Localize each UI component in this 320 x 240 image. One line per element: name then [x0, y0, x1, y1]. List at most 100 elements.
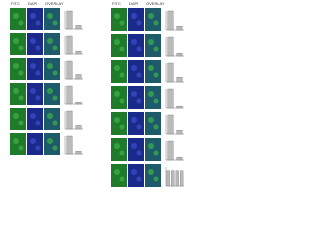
column-header: FITC	[11, 1, 20, 6]
bar	[167, 140, 174, 161]
micrograph	[145, 112, 161, 135]
cell	[13, 138, 19, 144]
cell	[136, 176, 142, 182]
figure: FITC DAPI OVERLAY FITC DAPI OVERLAY	[10, 1, 184, 187]
cell	[131, 143, 137, 149]
micrograph	[10, 133, 26, 155]
micrograph	[128, 8, 144, 31]
bar	[167, 114, 174, 135]
cell	[119, 72, 125, 78]
cell	[136, 72, 142, 78]
micrograph	[10, 108, 26, 130]
bar	[66, 10, 73, 30]
micrograph	[44, 33, 60, 55]
bar	[167, 36, 174, 57]
micrograph	[44, 83, 60, 105]
cell	[119, 98, 125, 104]
cell	[131, 169, 137, 175]
bar	[75, 51, 82, 55]
micrograph	[44, 58, 60, 80]
column-header: OVERLAY	[45, 1, 64, 6]
cell	[119, 150, 125, 156]
micrograph	[128, 86, 144, 109]
micrograph	[27, 58, 43, 80]
bar	[167, 88, 174, 109]
micrograph	[44, 133, 60, 155]
cell	[13, 63, 19, 69]
cell	[114, 65, 120, 71]
cell	[153, 150, 159, 156]
bar	[176, 130, 183, 135]
cell	[114, 143, 120, 149]
cell	[119, 176, 125, 182]
cell	[52, 120, 58, 126]
cell	[47, 38, 53, 44]
column-header: DAPI	[28, 1, 37, 6]
micrograph	[27, 8, 43, 30]
cell	[52, 70, 58, 76]
cell	[18, 20, 24, 26]
micrograph	[145, 8, 161, 31]
bar	[175, 170, 179, 187]
micrograph	[10, 8, 26, 30]
micrograph	[145, 164, 161, 187]
micrograph	[44, 8, 60, 30]
cell	[148, 91, 154, 97]
cell	[148, 143, 154, 149]
micrograph	[10, 58, 26, 80]
cell	[13, 113, 19, 119]
cell	[52, 145, 58, 151]
cell	[18, 120, 24, 126]
cell	[47, 88, 53, 94]
cell	[153, 46, 159, 52]
micrograph	[10, 33, 26, 55]
cell	[131, 39, 137, 45]
cell	[30, 13, 36, 19]
cell	[18, 70, 24, 76]
bar	[176, 77, 183, 83]
cell	[114, 117, 120, 123]
column-header: FITC	[112, 1, 121, 6]
cell	[119, 46, 125, 52]
cell	[47, 63, 53, 69]
bar	[66, 110, 73, 130]
cell	[13, 13, 19, 19]
bar	[167, 62, 174, 83]
micrograph	[128, 164, 144, 187]
cell	[131, 13, 137, 19]
cell	[119, 124, 125, 130]
cell	[35, 95, 41, 101]
micrograph	[111, 8, 127, 31]
cell	[30, 113, 36, 119]
column-header: DAPI	[129, 1, 138, 6]
micrograph	[128, 112, 144, 135]
cell	[52, 20, 58, 26]
cell	[47, 13, 53, 19]
micrograph	[111, 60, 127, 83]
cell	[148, 65, 154, 71]
cell	[131, 91, 137, 97]
cell	[153, 124, 159, 130]
cell	[47, 138, 53, 144]
cell	[30, 88, 36, 94]
micrograph	[111, 112, 127, 135]
cell	[136, 150, 142, 156]
cell	[13, 88, 19, 94]
cell	[18, 145, 24, 151]
bar	[66, 135, 73, 155]
bar	[75, 74, 82, 80]
cell	[114, 91, 120, 97]
cell	[114, 13, 120, 19]
cell	[131, 117, 137, 123]
bar	[171, 170, 175, 187]
cell	[35, 145, 41, 151]
cell	[30, 38, 36, 44]
micrograph	[145, 34, 161, 57]
cell	[18, 95, 24, 101]
bar	[75, 151, 82, 155]
cell	[114, 169, 120, 175]
cell	[136, 20, 142, 26]
micrograph	[145, 60, 161, 83]
cell	[35, 45, 41, 51]
bar	[176, 26, 183, 31]
